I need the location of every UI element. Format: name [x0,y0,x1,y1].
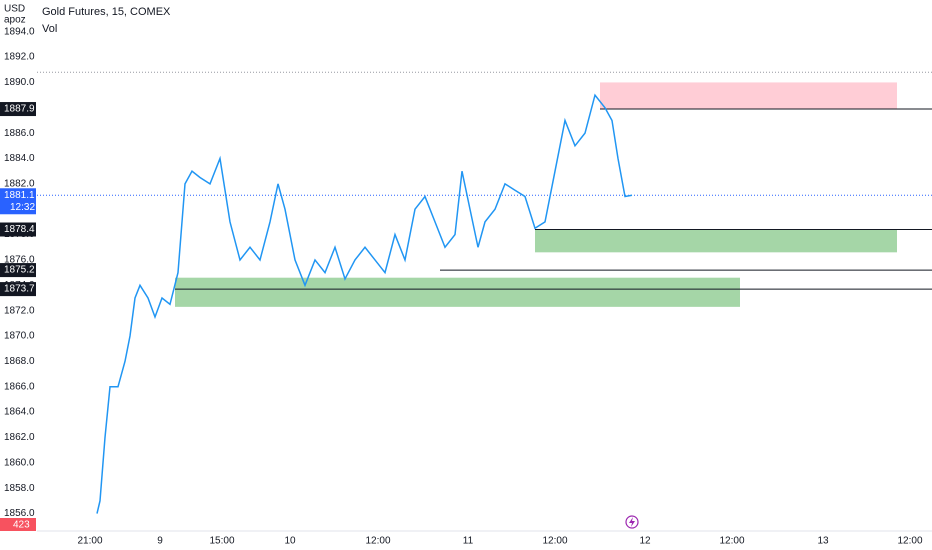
y-tick-label: 1882.0 [4,179,35,190]
zone [600,82,897,110]
price-tag [0,222,36,237]
y-tick-label: 1886.0 [4,128,35,139]
price-tag-label: 1875.2 [4,265,35,276]
y-tick-label: 1862.0 [4,432,35,443]
price-tag [0,263,36,278]
event-icon[interactable] [625,515,639,529]
price-tag-label: 1878.4 [4,224,35,235]
price-line [96,93,633,514]
y-tick-label: 1868.0 [4,356,35,367]
y-tick-label: 1870.0 [4,331,35,342]
price-tag-label: 1873.7 [4,284,35,295]
price-tag-label: 1887.9 [4,104,35,115]
x-tick-label: 11 [463,536,474,547]
x-tick-label: 21:00 [77,536,102,547]
y-tick-label: 1860.0 [4,457,35,468]
currency: USD [4,4,25,15]
zone [535,229,897,253]
volume-tag [0,518,36,531]
y-tick-label: 1856.0 [4,508,35,519]
x-tick-label: 15:00 [209,536,234,547]
x-tick-label: 12:00 [897,536,922,547]
y-tick-label: 1884.0 [4,153,35,164]
zone [175,277,740,307]
y-tick-label: 1866.0 [4,381,35,392]
x-tick-label: 10 [284,536,296,547]
y-tick-label: 1864.0 [4,407,35,418]
user: apoz [4,15,26,26]
countdown-label: 12:32 [10,202,35,213]
chart-title: Gold Futures, 15, COMEX [42,6,171,18]
y-tick-label: 1892.0 [4,52,35,63]
last-price-label: 1881.1 [4,190,35,201]
x-tick-label: 12 [639,536,651,547]
x-tick-label: 12:00 [365,536,390,547]
x-tick-label: 12:00 [719,536,744,547]
event-icon-bolt [629,517,635,527]
y-tick-label: 1894.0 [4,26,35,37]
x-tick-label: 13 [817,536,829,547]
volume-label: 423 [13,520,30,531]
y-tick-label: 1890.0 [4,77,35,88]
last-price-tag [0,188,36,215]
y-tick-label: 1858.0 [4,483,35,494]
x-tick-label: 12:00 [542,536,567,547]
price-tag [0,282,36,297]
x-tick-label: 9 [157,536,163,547]
indicator-name: Vol [42,23,57,35]
price-tag [0,102,36,117]
y-tick-label: 1876.0 [4,255,35,266]
y-tick-label: 1872.0 [4,305,35,316]
